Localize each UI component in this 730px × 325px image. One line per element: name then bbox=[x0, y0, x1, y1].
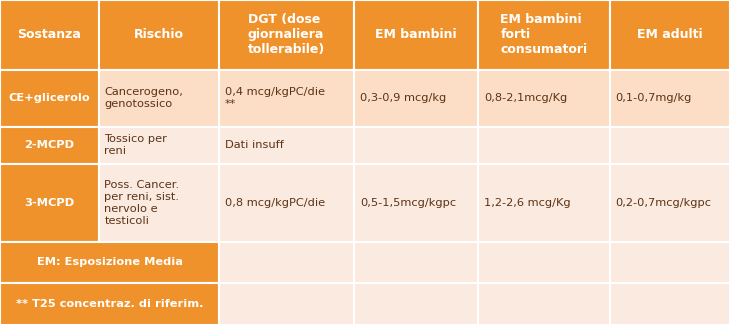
Bar bbox=[610, 127, 730, 164]
Bar bbox=[478, 283, 610, 325]
Text: Poss. Cancer.
per reni, sist.
nervolo e
testicoli: Poss. Cancer. per reni, sist. nervolo e … bbox=[104, 180, 180, 226]
Bar bbox=[478, 242, 610, 283]
Bar bbox=[478, 70, 610, 127]
Bar bbox=[0, 0, 99, 70]
Bar bbox=[99, 164, 219, 242]
Bar bbox=[478, 0, 610, 70]
Bar bbox=[0, 283, 219, 325]
Bar bbox=[0, 127, 99, 164]
Text: 1,2-2,6 mcg/Kg: 1,2-2,6 mcg/Kg bbox=[484, 198, 571, 208]
Text: EM adulti: EM adulti bbox=[637, 29, 702, 41]
Bar bbox=[610, 70, 730, 127]
Text: 3-MCPD: 3-MCPD bbox=[24, 198, 74, 208]
Bar bbox=[219, 164, 354, 242]
Bar bbox=[219, 0, 354, 70]
Text: 0,5-1,5mcg/kgpc: 0,5-1,5mcg/kgpc bbox=[360, 198, 456, 208]
Text: 2-MCPD: 2-MCPD bbox=[24, 140, 74, 150]
Bar bbox=[478, 164, 610, 242]
Text: DGT (dose
giornaliera
tollerabile): DGT (dose giornaliera tollerabile) bbox=[248, 13, 325, 57]
Text: Cancerogeno,
genotossico: Cancerogeno, genotossico bbox=[104, 87, 183, 109]
Bar bbox=[354, 70, 478, 127]
Bar bbox=[354, 0, 478, 70]
Text: CE+glicerolo: CE+glicerolo bbox=[9, 93, 90, 103]
Text: 0,8-2,1mcg/Kg: 0,8-2,1mcg/Kg bbox=[484, 93, 567, 103]
Bar bbox=[354, 283, 478, 325]
Bar bbox=[99, 70, 219, 127]
Bar bbox=[610, 283, 730, 325]
Text: Rischio: Rischio bbox=[134, 29, 184, 41]
Text: EM bambini: EM bambini bbox=[375, 29, 457, 41]
Bar bbox=[219, 70, 354, 127]
Bar bbox=[219, 242, 354, 283]
Bar bbox=[610, 0, 730, 70]
Text: EM: Esposizione Media: EM: Esposizione Media bbox=[36, 257, 182, 267]
Bar bbox=[478, 127, 610, 164]
Text: Tossico per
reni: Tossico per reni bbox=[104, 135, 167, 156]
Text: 0,3-0,9 mcg/kg: 0,3-0,9 mcg/kg bbox=[360, 93, 446, 103]
Bar bbox=[610, 242, 730, 283]
Bar bbox=[99, 0, 219, 70]
Bar bbox=[354, 127, 478, 164]
Bar bbox=[0, 242, 219, 283]
Text: 0,8 mcg/kgPC/die: 0,8 mcg/kgPC/die bbox=[225, 198, 325, 208]
Bar bbox=[99, 127, 219, 164]
Bar bbox=[354, 242, 478, 283]
Bar bbox=[354, 164, 478, 242]
Bar bbox=[219, 283, 354, 325]
Bar bbox=[219, 127, 354, 164]
Text: Sostanza: Sostanza bbox=[18, 29, 81, 41]
Bar bbox=[0, 164, 99, 242]
Text: ** T25 concentraz. di riferim.: ** T25 concentraz. di riferim. bbox=[16, 299, 203, 309]
Text: 0,2-0,7mcg/kgpc: 0,2-0,7mcg/kgpc bbox=[615, 198, 712, 208]
Text: Dati insuff: Dati insuff bbox=[225, 140, 284, 150]
Bar bbox=[610, 164, 730, 242]
Bar bbox=[0, 70, 99, 127]
Text: 0,4 mcg/kgPC/die
**: 0,4 mcg/kgPC/die ** bbox=[225, 87, 325, 109]
Text: 0,1-0,7mg/kg: 0,1-0,7mg/kg bbox=[615, 93, 692, 103]
Text: EM bambini
forti
consumatori: EM bambini forti consumatori bbox=[500, 13, 588, 57]
